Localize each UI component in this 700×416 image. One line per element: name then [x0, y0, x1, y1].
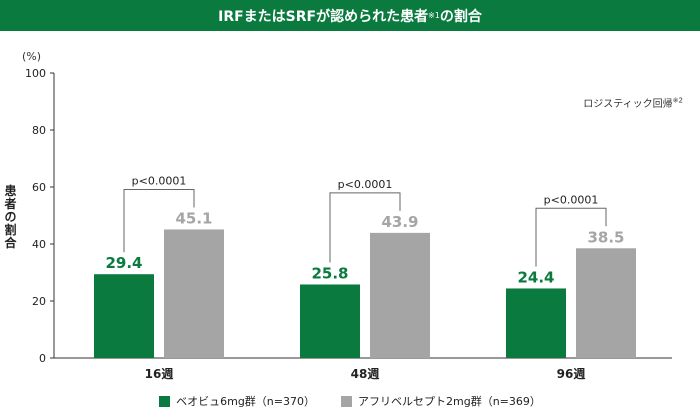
p-value-label: p<0.0001: [338, 178, 393, 191]
bar: [506, 288, 566, 358]
bar: [300, 284, 360, 358]
data-label: 38.5: [587, 228, 624, 246]
p-value-label: p<0.0001: [544, 193, 599, 206]
y-tick-label: 40: [32, 238, 46, 251]
y-tick-label: 80: [32, 124, 46, 137]
legend-item-series1: ベオビュ6mg群（n=370）: [159, 393, 315, 409]
legend-item-series2: アフリベルセプト2mg群（n=369）: [341, 393, 541, 409]
legend-label-series1: ベオビュ6mg群（n=370）: [176, 395, 315, 408]
legend: ベオビュ6mg群（n=370） アフリベルセプト2mg群（n=369）: [0, 393, 700, 409]
method-note-footnote-mark: ※2: [672, 96, 683, 105]
bar: [94, 274, 154, 358]
significance-bracket: [329, 192, 401, 263]
x-tick-label: 16週: [145, 366, 174, 381]
legend-label-series2: アフリベルセプト2mg群（n=369）: [358, 395, 541, 408]
y-tick-label: 20: [32, 295, 46, 308]
data-label: 29.4: [105, 254, 142, 272]
data-label: 45.1: [175, 209, 212, 227]
y-tick-label: 100: [25, 67, 46, 80]
method-note-text: ロジスティック回帰: [583, 99, 673, 110]
bar-chart: 0 20 40 60 80 100 29.4 45.1 p<0.0001 16週 25.8 43.9 p…: [25, 67, 672, 381]
chart-title-footnote-mark: ※1: [428, 11, 440, 20]
data-label: 25.8: [311, 264, 348, 282]
x-tick-label: 96週: [557, 366, 586, 381]
legend-swatch-series2: [341, 395, 352, 407]
method-note: ロジスティック回帰※2: [583, 95, 683, 110]
y-tick-label: 60: [32, 181, 46, 194]
significance-bracket: [123, 188, 195, 253]
y-tick-label: 0: [39, 352, 46, 365]
y-axis-unit: (%): [22, 50, 42, 63]
x-tick-label: 48週: [351, 366, 380, 381]
data-label: 24.4: [517, 268, 554, 286]
p-value-label: p<0.0001: [132, 174, 187, 187]
bar: [164, 229, 224, 358]
chart-title-text: IRFまたはSRFが認められた患者: [218, 8, 429, 25]
data-label: 43.9: [381, 213, 418, 231]
legend-swatch-series1: [159, 395, 171, 407]
bar: [576, 248, 636, 358]
y-axis-label: 患者の割合: [4, 184, 17, 250]
significance-bracket: [535, 207, 607, 267]
bar: [370, 232, 430, 358]
chart-title: IRFまたはSRFが認められた患者 ※1 の割合: [0, 0, 700, 31]
chart-title-suffix: の割合: [439, 8, 482, 25]
